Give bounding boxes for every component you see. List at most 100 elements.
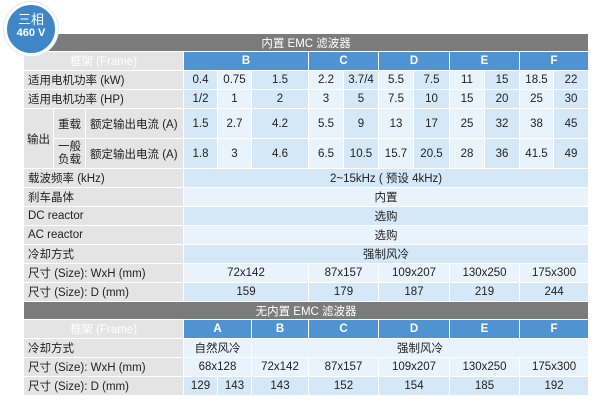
- value-cell: 2: [251, 89, 309, 109]
- row-label: 尺寸 (Size): WxH (mm): [23, 263, 184, 283]
- spec-sheet: 内置 EMC 滤波器 框架 (Frame) B C D E F 适用电机功率 (kW) 0.4 0…: [22, 33, 590, 396]
- value-cell: 7.5: [378, 89, 414, 109]
- heavy-duty-label: 重载: [53, 108, 86, 139]
- value-cell: 41.5: [519, 138, 554, 169]
- value-cell: 49: [552, 138, 590, 169]
- frame-header: D: [378, 319, 450, 339]
- row-label: 冷却方式: [23, 244, 184, 264]
- row-label: 冷却方式: [23, 338, 184, 358]
- value-cell: 244: [518, 282, 590, 302]
- value-cell: 143: [217, 376, 252, 396]
- value-cell: 185: [449, 376, 520, 396]
- frame-header: F: [518, 51, 590, 71]
- value-cell: 0.75: [217, 70, 252, 90]
- value-cell: 15: [484, 70, 520, 90]
- frame-header-label: 框架 (Frame): [23, 51, 184, 71]
- value-cell: 72x142: [183, 263, 309, 283]
- spec-table: 内置 EMC 滤波器 框架 (Frame) B C D E F 适用电机功率 (kW) 0.4 0…: [22, 33, 590, 396]
- value-cell: 175x300: [518, 263, 590, 283]
- value-cell: 15: [449, 89, 485, 109]
- row-label: 刹车晶体: [23, 187, 184, 207]
- table-row: DC reactor 选购: [23, 206, 590, 226]
- value-cell: 强制风冷: [182, 244, 590, 264]
- table-row: AC reactor 选购: [23, 225, 590, 245]
- value-cell: 30: [552, 89, 590, 109]
- table-row: 尺寸 (Size): D (mm) 159 179 187 219 244: [23, 282, 590, 302]
- table-row: 一般负载 额定输出电流 (A) 1.8 3 4.6 6.5 10.5 15.7 20.5 28 36…: [24, 138, 590, 169]
- value-cell: 5: [343, 89, 379, 109]
- normal-duty-label: 一般负载: [53, 138, 86, 169]
- row-label: 尺寸 (Size): D (mm): [23, 376, 184, 396]
- value-cell: 选购: [182, 206, 590, 226]
- frame-header: B: [183, 51, 309, 71]
- value-cell: 152: [308, 376, 379, 396]
- value-cell: 109x207: [378, 357, 450, 377]
- table-row: 框架 (Frame) B C D E F: [23, 51, 590, 71]
- frame-header-label: 框架 (Frame): [23, 319, 184, 339]
- value-cell: 2~15kHz ( 预设 4kHz): [182, 168, 590, 188]
- value-cell: 87x157: [308, 357, 379, 377]
- table-row: 尺寸 (Size): D (mm) 129 143 143 152 154 185 192: [23, 376, 590, 396]
- value-cell: 87x157: [308, 263, 379, 283]
- value-cell: 2.7: [217, 108, 252, 139]
- value-cell: 159: [183, 282, 309, 302]
- table-row: 尺寸 (Size): WxH (mm) 68x128 72x142 87x157 109…: [23, 357, 590, 377]
- value-cell: 28: [449, 138, 485, 169]
- table-row: 冷却方式 强制风冷: [23, 244, 590, 264]
- value-cell: 143: [251, 376, 309, 396]
- value-cell: 3.7/4: [343, 70, 379, 90]
- value-cell: 内置: [182, 187, 590, 207]
- value-cell: 1.8: [183, 138, 218, 169]
- value-cell: 25: [519, 89, 554, 109]
- table-row: 框架 (Frame) A B C D E F: [23, 319, 590, 339]
- rated-current-label: 额定输出电流 (A): [85, 108, 184, 139]
- frame-header: D: [378, 51, 450, 71]
- value-cell: 5.5: [308, 108, 344, 139]
- value-cell: 175x300: [518, 357, 590, 377]
- table-row: 冷却方式 自然风冷 强制风冷: [23, 338, 590, 358]
- frame-header: E: [449, 51, 520, 71]
- value-cell: 68x128: [183, 357, 252, 377]
- value-cell: 45: [552, 108, 590, 139]
- value-cell: 22: [552, 70, 590, 90]
- value-cell: 38: [519, 108, 554, 139]
- value-cell: 6.5: [308, 138, 344, 169]
- value-cell: 1.5: [251, 70, 309, 90]
- value-cell: 强制风冷: [250, 338, 590, 358]
- value-cell: 11: [449, 70, 485, 90]
- value-cell: 109x207: [378, 263, 450, 283]
- three-phase-460v-badge: 三相 460 V: [4, 2, 58, 56]
- value-cell: 154: [378, 376, 450, 396]
- value-cell: 20.5: [413, 138, 450, 169]
- table-row: 无内置 EMC 滤波器: [22, 301, 590, 320]
- badge-voltage: 460 V: [16, 27, 46, 39]
- value-cell: 1: [217, 89, 252, 109]
- frame-header: C: [308, 319, 379, 339]
- value-cell: 20: [484, 89, 520, 109]
- value-cell: 219: [449, 282, 520, 302]
- value-cell: 1.5: [183, 108, 218, 139]
- value-cell: 130x250: [449, 263, 520, 283]
- table-row: 刹车晶体 内置: [23, 187, 590, 207]
- frame-header: A: [183, 319, 252, 339]
- value-cell: 130x250: [449, 357, 520, 377]
- value-cell: 3: [308, 89, 344, 109]
- value-cell: 10.5: [343, 138, 379, 169]
- value-cell: 72x142: [251, 357, 309, 377]
- value-cell: 32: [484, 108, 520, 139]
- row-label: 载波频率 (kHz): [23, 168, 184, 188]
- table-row: 适用电机功率 (HP) 1/2 1 2 3 5 7.5 10 15 20 25 30: [23, 89, 590, 109]
- value-cell: 18.5: [519, 70, 554, 90]
- value-cell: 4.2: [251, 108, 309, 139]
- value-cell: 3: [217, 138, 252, 169]
- value-cell: 9: [343, 108, 379, 139]
- table-row: 载波频率 (kHz) 2~15kHz ( 预设 4kHz): [23, 168, 590, 188]
- frame-header: E: [449, 319, 520, 339]
- table-row: 内置 EMC 滤波器: [22, 33, 590, 52]
- table-row: 输出 重载 额定输出电流 (A) 1.5 2.7 4.2 5.5 9 13 17 25 32 38 45: [23, 108, 590, 169]
- value-cell: 1/2: [183, 89, 218, 109]
- row-label: 尺寸 (Size): D (mm): [23, 282, 184, 302]
- value-cell: 13: [378, 108, 414, 139]
- frame-header: B: [251, 319, 309, 339]
- row-label: DC reactor: [23, 206, 184, 226]
